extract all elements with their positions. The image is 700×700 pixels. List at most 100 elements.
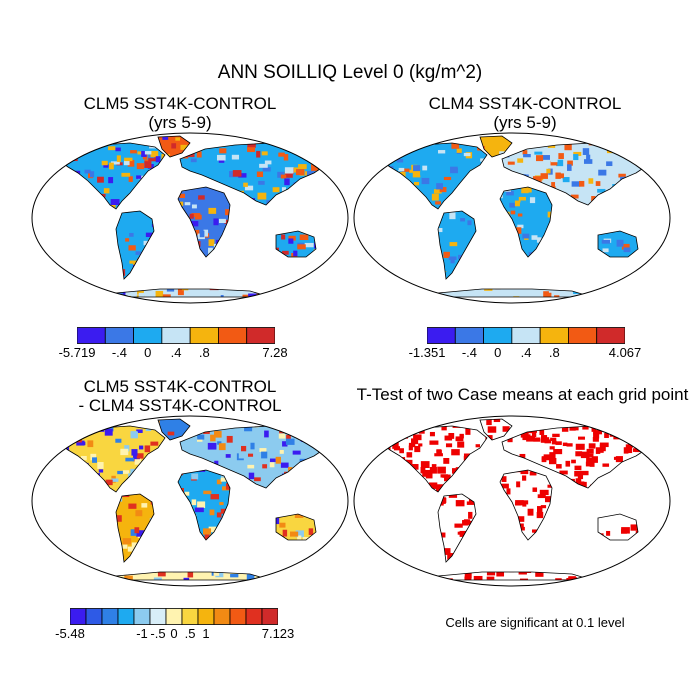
grid-cell — [398, 167, 405, 172]
land-south-america — [116, 211, 154, 279]
grid-cell — [536, 237, 542, 243]
grid-cell — [66, 297, 73, 301]
grid-cell — [426, 293, 433, 297]
grid-cell — [567, 164, 572, 171]
grid-cell — [316, 272, 325, 276]
colorbar-clm4 — [427, 327, 625, 344]
grid-cell — [597, 188, 606, 193]
grid-cell — [288, 238, 294, 244]
grid-cell — [623, 247, 631, 253]
grid-cell — [220, 477, 230, 482]
grid-cell — [66, 284, 76, 289]
grid-cell — [571, 459, 576, 464]
grid-cell — [420, 466, 426, 474]
coastline-north-america — [381, 425, 488, 493]
grid-cell — [606, 161, 613, 167]
grid-cell — [454, 523, 463, 528]
grid-cell — [515, 500, 524, 506]
grid-cell — [91, 137, 101, 143]
grid-cell — [630, 524, 639, 531]
grid-cell — [389, 146, 397, 150]
grid-cell — [510, 210, 516, 215]
grid-cell — [397, 285, 403, 292]
grid-cell — [392, 442, 399, 449]
grid-cell — [604, 299, 611, 303]
grid-cell — [262, 167, 271, 172]
grid-cell — [474, 294, 480, 297]
grid-cell — [103, 164, 109, 168]
grid-cell — [623, 282, 628, 290]
grid-cell — [405, 292, 412, 297]
grid-cell — [390, 166, 399, 171]
grid-cell — [98, 469, 104, 473]
grid-cell — [646, 569, 648, 574]
grid-cell — [295, 530, 304, 538]
grid-cell — [475, 444, 481, 448]
panel-title-top-right: CLM4 SST4K-CONTROL (yrs 5-9) — [370, 94, 680, 132]
grid-cell — [506, 190, 514, 196]
grid-cell — [175, 137, 180, 141]
colorbar-swatch — [85, 608, 103, 625]
grid-cell — [436, 449, 442, 453]
grid-cell — [572, 427, 579, 431]
grid-cell — [443, 457, 450, 464]
grid-cell — [455, 436, 462, 441]
grid-cell — [507, 161, 515, 165]
grid-cell — [429, 466, 437, 474]
grid-cell — [449, 212, 456, 220]
grid-cell — [639, 559, 648, 564]
grid-cell — [214, 460, 219, 465]
grid-cell — [131, 449, 138, 456]
grid-cell — [108, 139, 114, 143]
grid-cell — [87, 440, 94, 448]
grid-cell — [241, 445, 247, 452]
grid-cell — [593, 432, 600, 439]
grid-cell — [244, 185, 254, 191]
grid-cell — [540, 505, 547, 509]
grid-cell — [101, 160, 108, 166]
grid-cell — [51, 562, 57, 568]
grid-cell — [422, 165, 428, 171]
grid-cell — [84, 169, 91, 174]
grid-cell — [586, 453, 594, 457]
grid-cell — [531, 235, 538, 240]
grid-cell — [516, 481, 521, 488]
grid-cell — [138, 292, 145, 297]
colorbar-swatch — [165, 608, 183, 625]
grid-cell — [561, 425, 569, 432]
grid-cell — [431, 193, 439, 201]
grid-cell — [85, 566, 91, 573]
grid-cell — [203, 229, 209, 237]
grid-cell — [141, 503, 148, 508]
grid-cell — [105, 479, 113, 486]
grid-cell — [556, 464, 562, 469]
grid-cell — [571, 181, 581, 187]
grid-cell — [458, 221, 467, 227]
grid-cell — [89, 573, 98, 578]
grid-cell — [292, 167, 299, 173]
grid-cell — [128, 176, 133, 182]
grid-cell — [135, 510, 143, 517]
grid-cell — [230, 574, 239, 578]
grid-cell — [163, 574, 171, 580]
grid-cell — [127, 546, 137, 552]
grid-cell — [573, 151, 582, 156]
grid-cell — [216, 479, 222, 485]
grid-cell — [621, 529, 627, 534]
grid-cell — [248, 293, 257, 297]
grid-cell — [135, 251, 142, 255]
grid-cell — [554, 295, 560, 297]
grid-cell — [148, 157, 157, 162]
grid-cell — [60, 561, 63, 565]
grid-cell — [238, 452, 246, 459]
grid-cell — [279, 449, 284, 454]
grid-cell — [76, 141, 82, 148]
grid-cell — [299, 137, 306, 145]
colorbar-tick-label: 7.123 — [261, 626, 295, 641]
grid-cell — [568, 577, 577, 580]
grid-cell — [191, 213, 201, 217]
grid-cell — [217, 441, 222, 445]
grid-cell — [457, 441, 465, 448]
grid-cell — [425, 576, 434, 580]
coastline-australia — [597, 513, 639, 541]
